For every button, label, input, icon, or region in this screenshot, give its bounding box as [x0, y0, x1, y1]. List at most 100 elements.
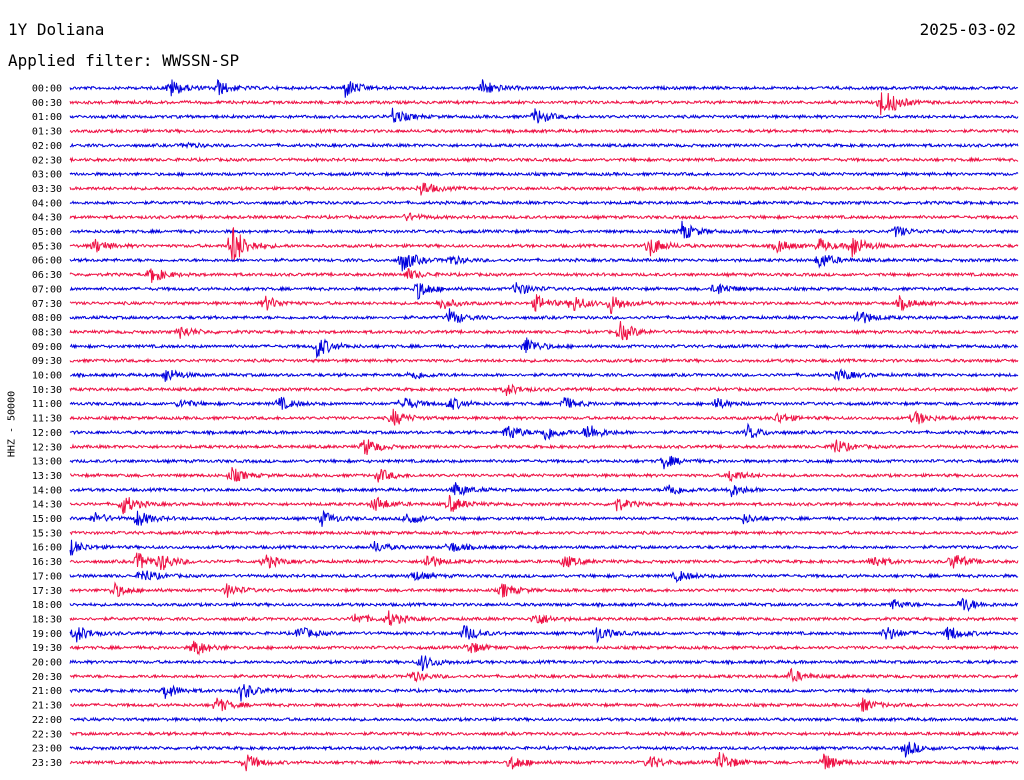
seismic-trace: [69, 597, 1019, 613]
row-time-label: 16:30: [32, 557, 62, 568]
row-time-label: 19:00: [32, 629, 62, 640]
seismic-trace: [69, 684, 1019, 702]
row-time-label: 14:30: [32, 500, 62, 511]
seismic-trace: [69, 529, 1019, 537]
row-time-label: 19:30: [32, 643, 62, 654]
seismic-trace: [69, 107, 1019, 124]
seismic-trace: [69, 396, 1019, 410]
row-time-label: 06:00: [32, 256, 62, 267]
seismic-trace: [69, 408, 1019, 426]
row-time-label: 00:00: [32, 84, 62, 95]
row-time-label: 00:30: [32, 98, 62, 109]
row-time-label: 02:30: [32, 155, 62, 166]
row-time-label: 05:30: [32, 241, 62, 252]
row-time-label: 15:00: [32, 514, 62, 525]
row-time-label: 03:30: [32, 184, 62, 195]
seismic-trace: [69, 466, 1019, 483]
seismic-trace: [69, 730, 1019, 737]
row-time-label: 22:00: [32, 715, 62, 726]
seismic-trace: [69, 321, 1019, 341]
seismic-trace: [69, 625, 1019, 644]
row-time-label: 22:30: [32, 729, 62, 740]
seismic-trace: [69, 570, 1019, 584]
seismic-trace: [69, 227, 1019, 261]
row-time-label: 20:00: [32, 658, 62, 669]
row-time-label: 09:30: [32, 356, 62, 367]
filter-label: Applied filter: WWSSN-SP: [8, 51, 240, 70]
row-time-label: 14:00: [32, 485, 62, 496]
seismic-trace: [69, 92, 1019, 116]
row-time-label: 06:30: [32, 270, 62, 281]
seismic-trace: [69, 357, 1019, 365]
row-time-label: 09:00: [32, 342, 62, 353]
seismic-trace: [69, 282, 1019, 300]
row-time-label: 13:30: [32, 471, 62, 482]
row-time-label: 05:00: [32, 227, 62, 238]
seismic-trace: [69, 212, 1019, 222]
seismic-trace: [69, 509, 1019, 527]
row-time-label: 18:30: [32, 614, 62, 625]
row-time-label: 16:00: [32, 543, 62, 554]
row-time-label: 17:30: [32, 586, 62, 597]
row-time-label: 01:00: [32, 112, 62, 123]
seismic-trace: [69, 141, 1019, 150]
row-time-label: 07:00: [32, 284, 62, 295]
row-time-label: 13:00: [32, 457, 62, 468]
seismic-trace: [69, 422, 1019, 441]
seismic-trace: [69, 199, 1019, 206]
seismic-trace: [69, 182, 1019, 196]
row-time-label: 11:00: [32, 399, 62, 410]
row-time-label: 07:30: [32, 299, 62, 310]
row-time-label: 04:00: [32, 198, 62, 209]
seismic-trace: [69, 156, 1019, 164]
row-time-label: 02:00: [32, 141, 62, 152]
seismic-trace: [69, 640, 1019, 656]
seismic-trace: [69, 254, 1019, 272]
date-label: 2025-03-02: [919, 20, 1016, 39]
seismic-trace: [69, 383, 1019, 396]
row-time-label: 21:30: [32, 701, 62, 712]
seismic-trace: [69, 494, 1019, 515]
seismic-trace: [69, 127, 1019, 135]
seismic-trace: [69, 697, 1019, 712]
row-time-label: 23:30: [32, 758, 62, 769]
row-time-label: 20:30: [32, 672, 62, 683]
seismic-trace: [69, 170, 1019, 178]
row-time-label: 10:30: [32, 385, 62, 396]
seismic-trace: [69, 482, 1019, 498]
row-time-label: 04:30: [32, 213, 62, 224]
seismic-trace: [69, 268, 1019, 283]
seismic-trace: [69, 79, 1019, 98]
row-time-label: 23:00: [32, 744, 62, 755]
seismic-trace: [69, 337, 1019, 359]
seismic-trace: [69, 751, 1019, 772]
seismic-trace: [69, 655, 1019, 672]
seismic-trace: [69, 552, 1019, 571]
row-time-label: 08:30: [32, 327, 62, 338]
row-time-label: 01:30: [32, 127, 62, 138]
seismic-trace: [69, 294, 1019, 315]
seismic-trace: [69, 539, 1019, 556]
row-time-label: 08:00: [32, 313, 62, 324]
seismic-trace: [69, 220, 1019, 239]
row-time-label: 18:00: [32, 600, 62, 611]
seismic-trace: [69, 368, 1019, 382]
row-time-label: 15:30: [32, 528, 62, 539]
row-time-label: 21:00: [32, 686, 62, 697]
station-title: 1Y Doliana: [8, 20, 105, 39]
seismic-trace: [69, 581, 1019, 598]
seismic-trace: [69, 308, 1019, 324]
seismic-trace: [69, 439, 1019, 456]
row-time-label: 11:30: [32, 414, 62, 425]
row-time-label: 03:00: [32, 170, 62, 181]
seismic-trace: [69, 455, 1019, 470]
row-time-label: 12:00: [32, 428, 62, 439]
seismic-trace: [69, 716, 1019, 723]
seismic-trace: [69, 667, 1019, 683]
row-time-label: 12:30: [32, 442, 62, 453]
row-time-label: 17:00: [32, 571, 62, 582]
row-time-label: 10:00: [32, 371, 62, 382]
seismic-trace: [69, 610, 1019, 626]
seismic-trace: [69, 741, 1019, 758]
